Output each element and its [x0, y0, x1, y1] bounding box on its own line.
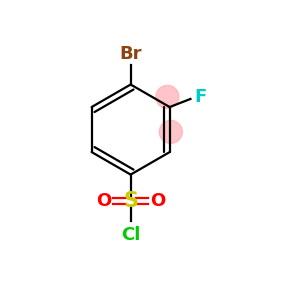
Circle shape: [159, 120, 182, 143]
Text: O: O: [150, 192, 165, 210]
Text: S: S: [123, 191, 138, 211]
Text: F: F: [194, 88, 206, 106]
Text: O: O: [96, 192, 111, 210]
Circle shape: [156, 85, 179, 109]
Text: Br: Br: [119, 45, 142, 63]
Text: Cl: Cl: [121, 226, 140, 244]
